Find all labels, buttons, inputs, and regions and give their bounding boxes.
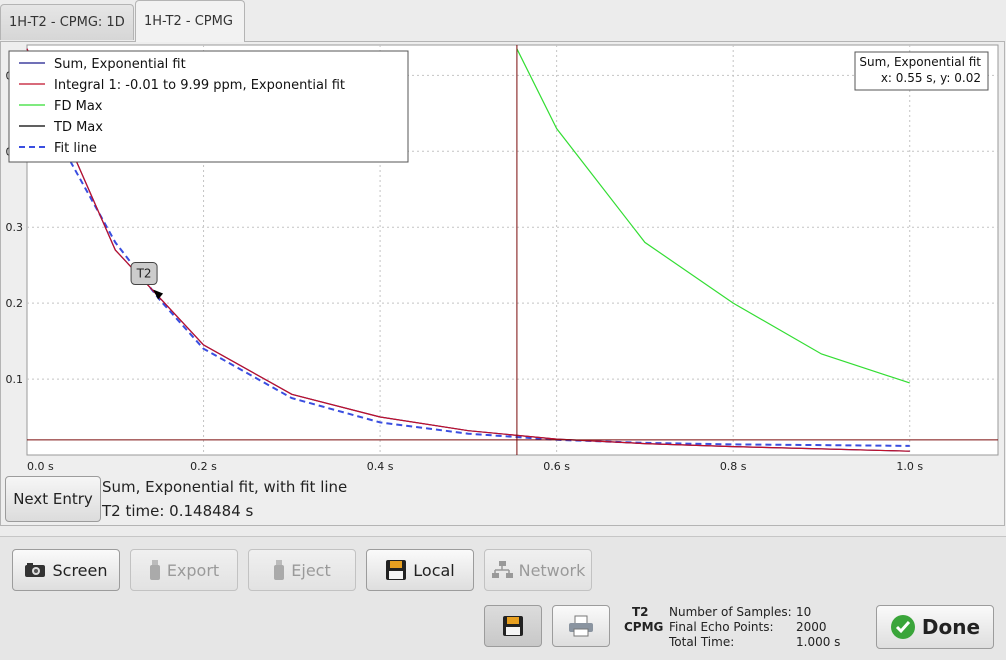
stat-label: Total Time: <box>669 635 735 649</box>
print-button[interactable] <box>552 605 610 647</box>
legend: Sum, Exponential fit Integral 1: -0.01 to… <box>8 50 409 163</box>
done-button[interactable]: Done <box>876 605 994 649</box>
legend-entry: TD Max <box>53 120 103 135</box>
network-label: Network <box>518 560 586 580</box>
series-line <box>26 48 910 452</box>
y-tick-label: 0.3 <box>6 221 24 234</box>
series-line <box>26 59 910 447</box>
x-tick-label: 1.0 s <box>896 460 923 473</box>
y-tick-label: 0.2 <box>6 297 24 310</box>
printer-icon <box>569 615 593 637</box>
export-label: Export <box>166 560 220 580</box>
stat-label: Number of Samples: <box>669 605 792 619</box>
readout-box <box>854 51 989 91</box>
marker-arrow <box>153 289 164 300</box>
export-button[interactable]: Export <box>130 549 238 591</box>
checkmark-icon <box>890 615 915 639</box>
eject-label: Eject <box>291 560 331 580</box>
experiment-type-line2: CPMG <box>624 620 664 634</box>
network-button[interactable]: Network <box>484 549 592 591</box>
legend-entry: FD Max <box>54 99 103 114</box>
local-button[interactable]: Local <box>366 549 474 591</box>
save-button[interactable] <box>484 605 542 647</box>
next-entry-button[interactable]: Next Entry <box>5 476 101 522</box>
t2-time-label: T2 time: 0.148484 s <box>102 502 254 520</box>
x-tick-label: 0.6 s <box>543 460 570 473</box>
marker-badge <box>130 262 158 286</box>
legend-entry: Integral 1: -0.01 to 9.99 ppm, Exponenti… <box>54 78 345 93</box>
camera-icon <box>25 563 46 577</box>
network-icon <box>491 561 513 578</box>
done-label: Done <box>921 615 981 639</box>
eject-button[interactable]: Eject <box>248 549 356 591</box>
local-label: Local <box>413 560 455 580</box>
tab-cpmg-1d[interactable]: 1H-T2 - CPMG: 1D <box>0 4 134 40</box>
readout-value: x: 0.55 s, y: 0.02 <box>881 71 981 85</box>
cursor-readout: Sum, Exponential fit x: 0.55 s, y: 0.02 <box>854 51 989 91</box>
chart-info-title: Sum, Exponential fit, with fit line <box>102 478 348 496</box>
experiment-type-line1: T2 <box>632 605 649 619</box>
x-tick-label: 0.0 s <box>27 460 54 473</box>
x-tick-label: 0.2 s <box>190 460 217 473</box>
tab-bar: 1H-T2 - CPMG: 1D 1H-T2 - CPMG <box>0 0 1006 42</box>
x-tick-label: 0.4 s <box>367 460 394 473</box>
floppy-disk-icon <box>386 560 407 580</box>
stat-value: 10 <box>796 605 812 619</box>
y-tick-label: 0.1 <box>6 373 24 386</box>
stat-label: Final Echo Points: <box>669 620 774 634</box>
tab-cpmg[interactable]: 1H-T2 - CPMG <box>135 0 245 42</box>
screen-button[interactable]: Screen <box>12 549 120 591</box>
stat-value: 2000 <box>796 620 827 634</box>
legend-box <box>8 50 409 163</box>
t2-marker: T2 <box>130 262 164 300</box>
usb-drive-icon <box>149 560 160 580</box>
x-tick-label: 0.8 s <box>720 460 747 473</box>
t2-decay-chart[interactable]: 0.0 s0.2 s0.4 s0.6 s0.8 s1.0 s0.10.20.30… <box>1 42 1004 474</box>
stat-value: 1.000 s <box>796 635 841 649</box>
legend-entry: Fit line <box>54 141 97 156</box>
readout-title: Sum, Exponential fit <box>859 55 981 69</box>
usb-drive-icon <box>274 560 285 580</box>
series-line <box>516 48 910 384</box>
marker-label: T2 <box>136 267 152 281</box>
legend-entry: Sum, Exponential fit <box>54 57 186 72</box>
screen-label: Screen <box>52 560 108 580</box>
floppy-disk-icon <box>503 616 523 636</box>
